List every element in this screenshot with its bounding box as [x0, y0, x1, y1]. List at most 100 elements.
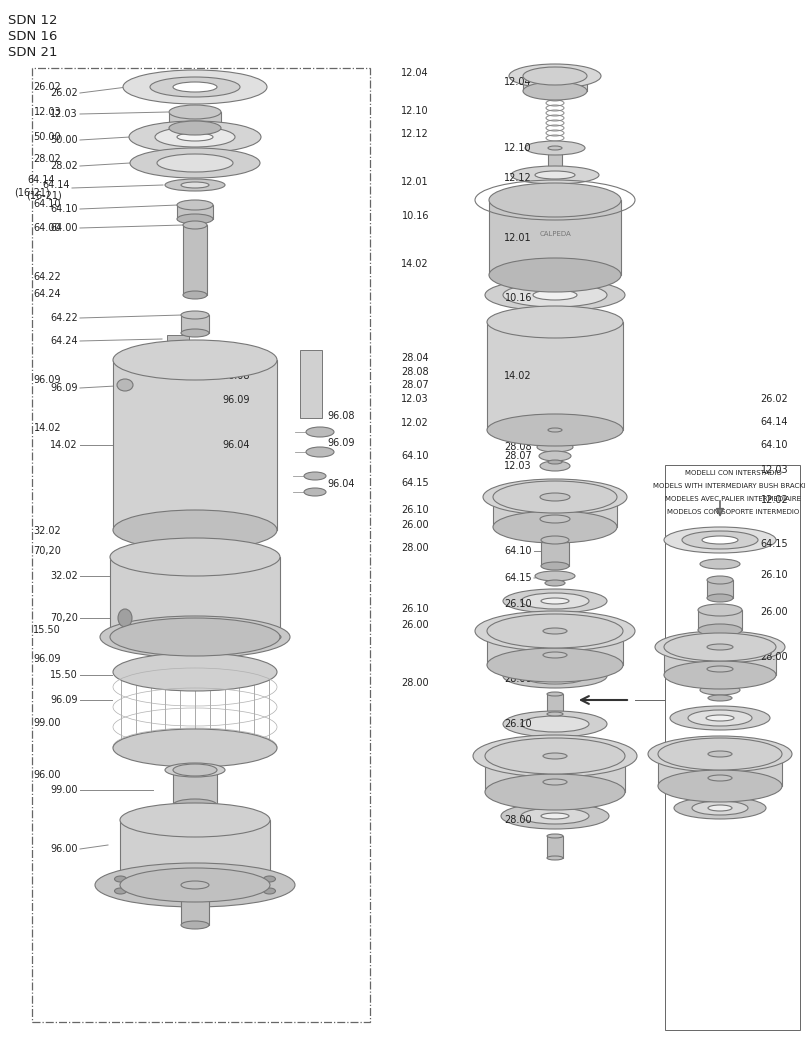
Ellipse shape — [181, 311, 209, 319]
Ellipse shape — [707, 594, 733, 602]
Ellipse shape — [263, 876, 275, 882]
Ellipse shape — [117, 379, 133, 391]
Ellipse shape — [173, 82, 217, 92]
Ellipse shape — [543, 779, 567, 785]
Text: 28.08: 28.08 — [402, 368, 429, 377]
Bar — [110, 556, 280, 637]
Ellipse shape — [688, 710, 752, 726]
Ellipse shape — [485, 774, 625, 810]
Ellipse shape — [706, 715, 734, 721]
Bar — [523, 76, 587, 91]
Ellipse shape — [181, 881, 209, 889]
Ellipse shape — [547, 712, 563, 716]
Text: 12.04: 12.04 — [402, 68, 429, 79]
Ellipse shape — [173, 799, 217, 811]
Bar — [541, 540, 569, 566]
Ellipse shape — [483, 479, 627, 514]
Ellipse shape — [664, 633, 776, 662]
Ellipse shape — [189, 870, 201, 876]
Ellipse shape — [540, 494, 570, 501]
Ellipse shape — [157, 154, 233, 172]
Ellipse shape — [540, 461, 570, 471]
Text: 50.00: 50.00 — [51, 135, 78, 145]
Bar — [169, 112, 221, 128]
Text: 12.02: 12.02 — [402, 418, 429, 428]
Ellipse shape — [473, 735, 637, 777]
Ellipse shape — [525, 141, 585, 155]
Bar — [547, 694, 563, 714]
Text: 64.15: 64.15 — [761, 539, 788, 549]
Bar — [181, 315, 209, 333]
Ellipse shape — [95, 863, 295, 907]
Text: 96.08: 96.08 — [222, 372, 250, 381]
Text: 12.12: 12.12 — [504, 173, 532, 183]
Ellipse shape — [523, 67, 587, 85]
Bar — [548, 148, 562, 186]
Bar — [493, 497, 617, 527]
Bar — [181, 885, 209, 925]
Ellipse shape — [541, 536, 569, 544]
Text: 26.10: 26.10 — [761, 570, 788, 581]
Ellipse shape — [548, 146, 562, 150]
Text: 26.00: 26.00 — [505, 626, 532, 636]
Text: CALPEDA: CALPEDA — [539, 231, 571, 237]
Ellipse shape — [263, 888, 275, 894]
Ellipse shape — [698, 624, 742, 636]
Text: 12.12: 12.12 — [402, 129, 429, 140]
Ellipse shape — [658, 770, 782, 802]
Ellipse shape — [489, 183, 621, 217]
Bar — [658, 754, 782, 786]
Text: 12.03: 12.03 — [402, 394, 429, 404]
Ellipse shape — [708, 775, 732, 781]
Bar — [485, 756, 625, 792]
Ellipse shape — [521, 716, 589, 732]
Ellipse shape — [670, 706, 770, 730]
Ellipse shape — [537, 442, 573, 452]
Ellipse shape — [521, 593, 589, 609]
Text: 14.02: 14.02 — [505, 371, 532, 381]
Ellipse shape — [173, 764, 217, 776]
Ellipse shape — [304, 488, 326, 496]
Text: 70,20: 70,20 — [33, 546, 61, 556]
Ellipse shape — [120, 803, 270, 837]
Ellipse shape — [548, 428, 562, 432]
Ellipse shape — [547, 692, 563, 696]
Ellipse shape — [487, 614, 623, 648]
Ellipse shape — [123, 70, 267, 104]
Text: 12.10: 12.10 — [505, 143, 532, 153]
Bar — [167, 335, 189, 345]
Ellipse shape — [543, 673, 567, 679]
Text: 12.02: 12.02 — [761, 495, 788, 505]
Ellipse shape — [304, 472, 326, 480]
Ellipse shape — [541, 562, 569, 570]
Text: 32.02: 32.02 — [34, 526, 61, 537]
Ellipse shape — [177, 214, 213, 224]
Bar — [707, 580, 733, 598]
Ellipse shape — [658, 738, 782, 770]
Text: 28.00: 28.00 — [761, 652, 788, 663]
Text: MODELOS CON SOPORTE INTERMEDIO: MODELOS CON SOPORTE INTERMEDIO — [667, 509, 799, 514]
Ellipse shape — [682, 531, 758, 549]
Ellipse shape — [155, 127, 235, 147]
Text: 28.02: 28.02 — [34, 153, 61, 164]
Ellipse shape — [150, 77, 240, 97]
Ellipse shape — [547, 856, 563, 860]
Ellipse shape — [708, 695, 732, 701]
Ellipse shape — [541, 813, 569, 819]
Ellipse shape — [183, 220, 207, 229]
Text: 70,20: 70,20 — [50, 613, 78, 623]
Bar — [664, 647, 776, 675]
Ellipse shape — [165, 178, 225, 191]
Ellipse shape — [149, 643, 161, 649]
Text: 14.02: 14.02 — [34, 423, 61, 434]
Ellipse shape — [165, 763, 225, 777]
Text: 64.15: 64.15 — [402, 478, 429, 488]
Ellipse shape — [707, 576, 733, 584]
Text: 28.00: 28.00 — [402, 677, 429, 688]
Text: 64.14: 64.14 — [27, 175, 55, 185]
Text: 28.08: 28.08 — [505, 442, 532, 452]
Bar — [543, 631, 567, 655]
Ellipse shape — [698, 604, 742, 616]
Ellipse shape — [664, 662, 776, 689]
Ellipse shape — [113, 729, 277, 766]
